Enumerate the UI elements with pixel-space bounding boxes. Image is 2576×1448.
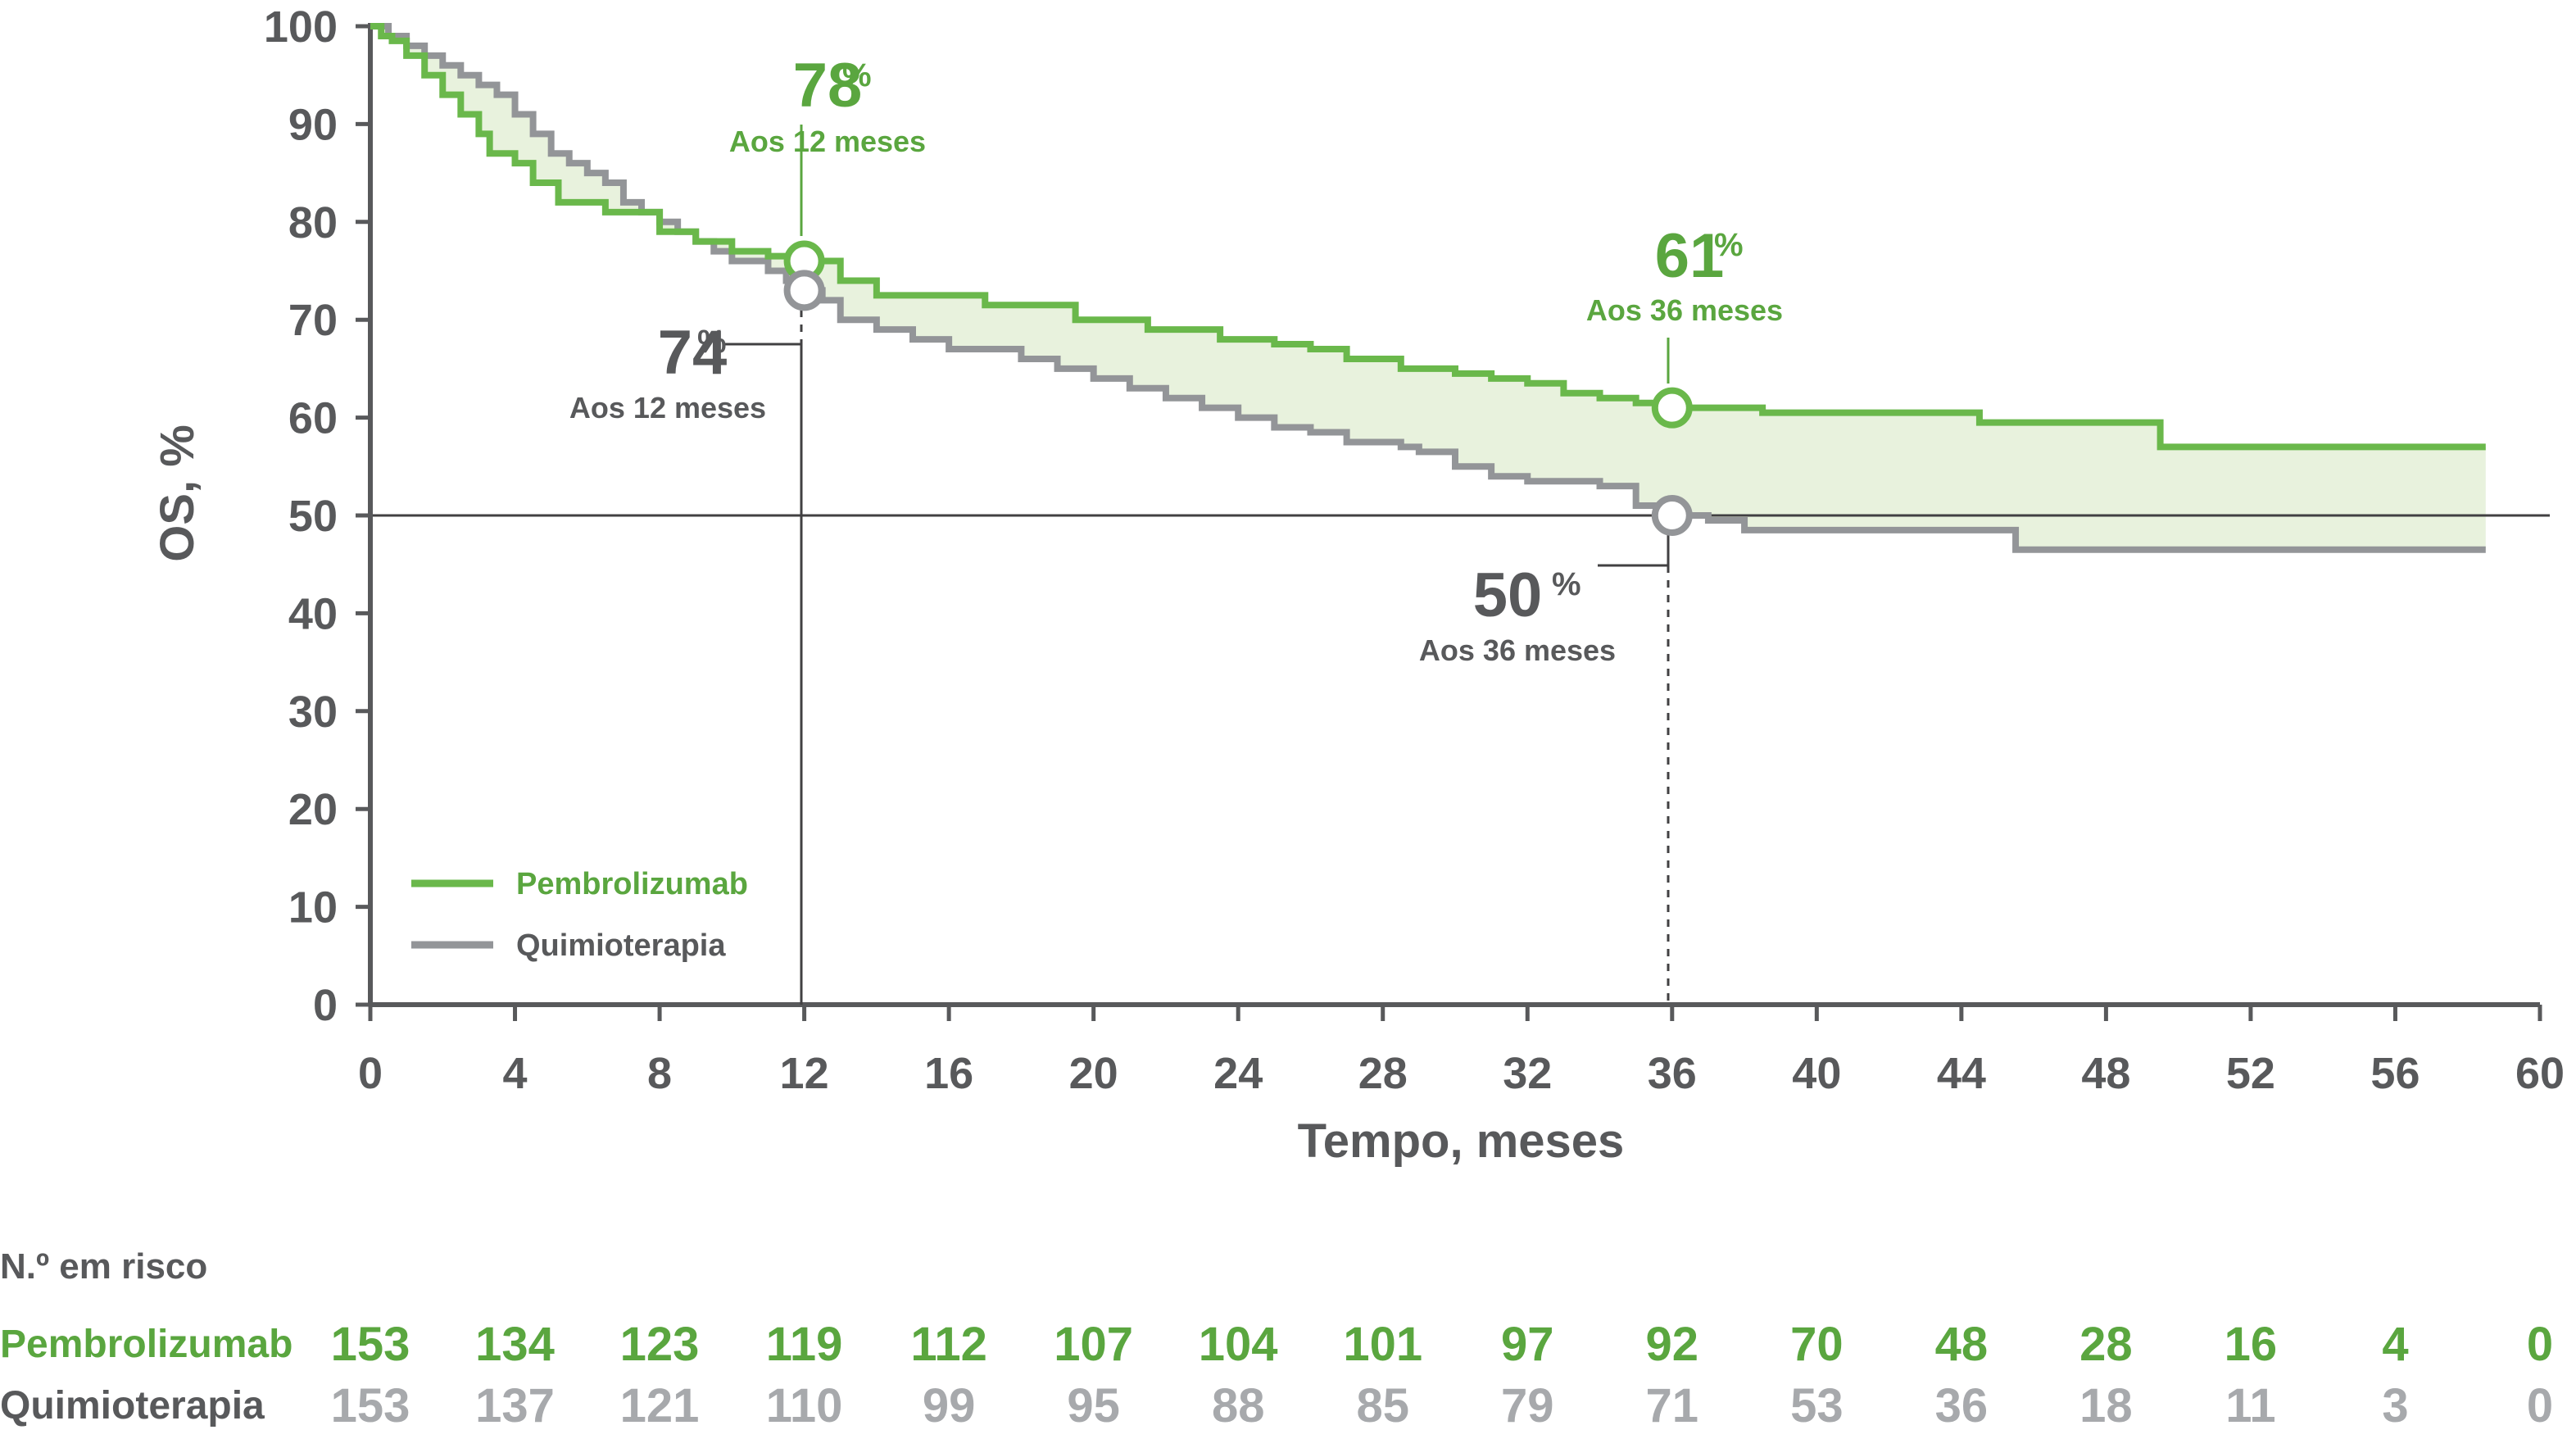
risk-value: 92 — [1646, 1318, 1699, 1371]
legend-label: Quimioterapia — [516, 928, 726, 963]
y-axis-title: OS, % — [151, 424, 204, 562]
risk-value: 79 — [1501, 1379, 1554, 1432]
x-tick-label: 40 — [1792, 1049, 1841, 1098]
risk-value: 121 — [620, 1379, 700, 1432]
risk-value: 153 — [331, 1318, 410, 1371]
y-tick-label: 0 — [313, 981, 338, 1030]
risk-value: 137 — [475, 1379, 555, 1432]
risk-row-label: Pembrolizumab — [0, 1323, 293, 1366]
x-axis-title: Tempo, meses — [1298, 1114, 1625, 1168]
y-tick-label: 100 — [264, 2, 338, 52]
y-tick-label: 60 — [288, 394, 338, 443]
risk-value: 0 — [2527, 1318, 2553, 1371]
risk-value: 99 — [923, 1379, 976, 1432]
risk-value: 70 — [1790, 1318, 1844, 1371]
risk-value: 48 — [1935, 1318, 1989, 1371]
risk-value: 153 — [331, 1379, 410, 1432]
risk-row-label: Quimioterapia — [0, 1384, 265, 1428]
risk-value: 4 — [2382, 1318, 2408, 1371]
y-tick-label: 80 — [288, 198, 338, 247]
annotation-unit: % — [842, 57, 872, 93]
risk-value: 71 — [1646, 1379, 1699, 1432]
risk-table-title: N.º em risco — [0, 1246, 207, 1287]
risk-value: 110 — [766, 1379, 843, 1432]
annotation-connector — [1598, 524, 1670, 567]
risk-value: 28 — [2079, 1318, 2133, 1371]
risk-value: 101 — [1343, 1318, 1422, 1371]
y-tick-label: 90 — [288, 100, 338, 149]
annotation-value: 61 — [1655, 221, 1725, 291]
annotation-value: 74 — [658, 318, 728, 388]
annotation-connector — [723, 343, 803, 1005]
x-tick-label: 8 — [647, 1049, 672, 1098]
risk-table: Pembrolizumab 153 134 123 119 112 107 104 101 97 9… — [0, 1318, 2553, 1432]
risk-value: 53 — [1790, 1379, 1844, 1432]
x-tick-label: 28 — [1358, 1049, 1408, 1098]
legend: Pembrolizumab Quimioterapia — [411, 867, 748, 963]
y-tick-label: 70 — [288, 296, 338, 345]
risk-value: 18 — [2079, 1379, 2133, 1432]
risk-value: 16 — [2225, 1318, 2278, 1371]
x-tick-label: 24 — [1213, 1049, 1263, 1098]
y-tick-label: 20 — [288, 785, 338, 834]
x-tick-label: 56 — [2370, 1049, 2420, 1098]
annotation-label: Aos 36 meses — [1586, 293, 1783, 327]
survival-curves — [370, 23, 2486, 553]
annotation-marker — [1651, 495, 1693, 536]
legend-label: Pembrolizumab — [516, 867, 748, 901]
annotation-value: 50 — [1473, 561, 1543, 630]
annotation-label: Aos 12 meses — [569, 391, 766, 424]
difference-fill-area — [370, 26, 2486, 550]
risk-value: 107 — [1054, 1318, 1133, 1371]
x-tick-label: 44 — [1937, 1049, 1986, 1098]
y-tick-label: 50 — [288, 492, 338, 541]
x-tick-label: 0 — [358, 1049, 383, 1098]
risk-value: 85 — [1356, 1379, 1409, 1432]
risk-value: 123 — [620, 1318, 700, 1371]
curve-difference-fill — [370, 26, 2486, 550]
risk-value: 88 — [1212, 1379, 1265, 1432]
annotation-unit: % — [1552, 566, 1581, 602]
risk-value: 119 — [766, 1318, 843, 1371]
x-tick-label: 36 — [1648, 1049, 1697, 1098]
x-tick-label: 32 — [1503, 1049, 1552, 1098]
y-tick-label: 10 — [288, 883, 338, 933]
annotation-marker — [1651, 387, 1693, 429]
annotation-value: 78 — [793, 51, 863, 120]
x-tick-label: 48 — [2081, 1049, 2130, 1098]
risk-value: 0 — [2527, 1379, 2553, 1432]
risk-value: 36 — [1935, 1379, 1989, 1432]
x-tick-label: 12 — [780, 1049, 829, 1098]
annotation-unit: % — [697, 324, 727, 360]
x-tick-label: 60 — [2515, 1049, 2565, 1098]
annotation-marker — [783, 270, 825, 311]
annotation-label: Aos 12 meses — [729, 125, 926, 158]
x-tick-label: 52 — [2226, 1049, 2275, 1098]
y-tick-label: 40 — [288, 589, 338, 638]
x-tick-label: 16 — [924, 1049, 973, 1098]
risk-value: 97 — [1501, 1318, 1554, 1371]
x-tick-label: 20 — [1069, 1049, 1118, 1098]
x-tick-label: 4 — [503, 1049, 528, 1098]
risk-value: 104 — [1199, 1318, 1278, 1371]
risk-value: 95 — [1067, 1379, 1120, 1432]
curve-pembrolizumab — [370, 23, 2486, 451]
risk-value: 3 — [2382, 1379, 2408, 1432]
curve-quimioterapia — [370, 23, 2486, 553]
annotation-label: Aos 36 meses — [1419, 633, 1616, 667]
risk-value: 134 — [475, 1318, 555, 1371]
risk-value: 112 — [910, 1318, 987, 1371]
annotation-unit: % — [1714, 227, 1744, 263]
y-tick-label: 30 — [288, 688, 338, 737]
risk-value: 11 — [2225, 1379, 2275, 1432]
